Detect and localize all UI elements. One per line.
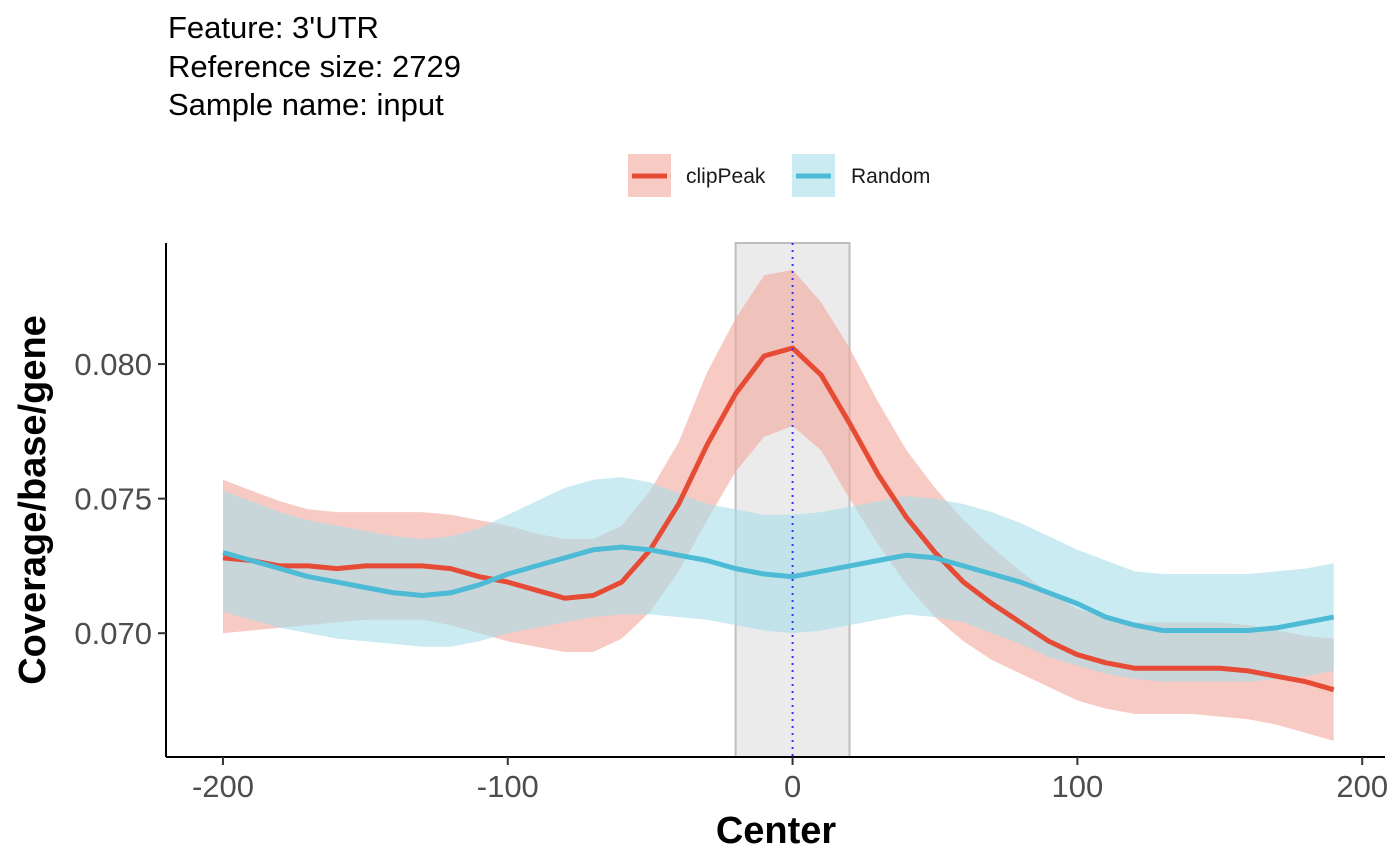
- axes: -200 -100 0 100 200 0.070 0.075 0.080: [74, 243, 1388, 804]
- band-random: [223, 477, 1334, 682]
- x-tick-label: 0: [784, 769, 801, 804]
- x-axis-ticks: -200 -100 0 100 200: [192, 757, 1388, 804]
- x-axis-title: Center: [716, 810, 837, 852]
- series-line-clippeak: [222, 345, 1335, 693]
- y-tick-label: 0.080: [74, 347, 152, 382]
- y-tick-label: 0.075: [74, 482, 152, 517]
- plot-area: [222, 242, 1335, 758]
- legend-label-random: Random: [851, 165, 930, 188]
- legend-label-clippeak: clipPeak: [686, 165, 766, 188]
- x-tick-label: -100: [477, 769, 539, 804]
- y-axis-ticks: 0.070 0.075 0.080: [74, 347, 166, 651]
- x-tick-label: -200: [192, 769, 254, 804]
- title-line-feature: Feature: 3'UTR: [168, 10, 379, 45]
- confidence-bands: [223, 269, 1334, 741]
- title-line-sample-name: Sample name: input: [168, 87, 444, 122]
- x-tick-label: 200: [1336, 769, 1388, 804]
- y-tick-label: 0.070: [74, 616, 152, 651]
- series-lines: [222, 345, 1335, 693]
- legend: clipPeak Random: [628, 154, 930, 197]
- series-line-random: [222, 544, 1335, 633]
- title-line-reference-size: Reference size: 2729: [168, 49, 461, 84]
- chart-title: Feature: 3'UTR Reference size: 2729 Samp…: [168, 10, 461, 122]
- x-tick-label: 100: [1052, 769, 1104, 804]
- y-axis-title: Coverage/base/gene: [12, 315, 54, 685]
